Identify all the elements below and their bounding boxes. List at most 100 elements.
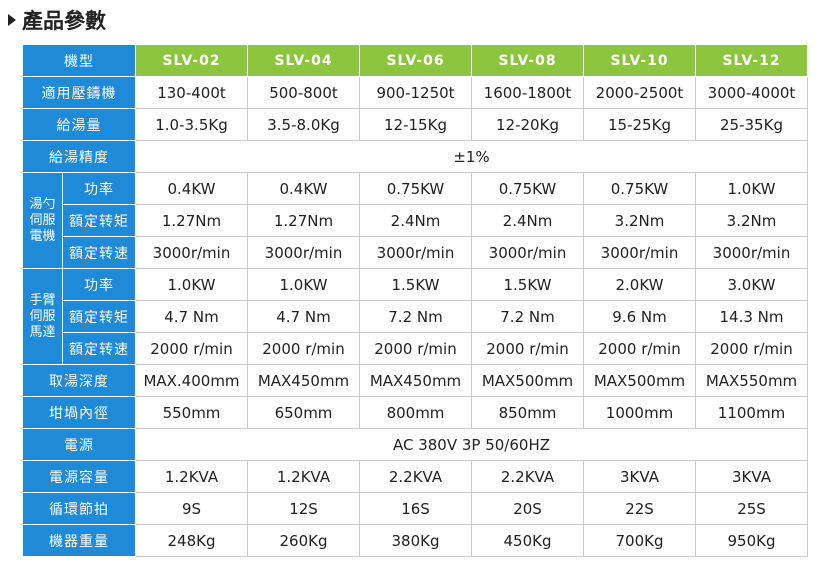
cell: 2000 r/min: [135, 332, 248, 365]
cell: 12-15Kg: [359, 108, 472, 141]
cell: 1.5KW: [359, 268, 472, 301]
cell: 12S: [247, 492, 360, 525]
row: 給湯量 1.0-3.5Kg 3.5-8.0Kg 12-15Kg 12-20Kg 15-25…: [22, 108, 808, 141]
cell: 25-35Kg: [695, 108, 808, 141]
row-label: 給湯量: [22, 108, 136, 141]
model-name: SLV-08: [471, 44, 584, 77]
cell: 3.2Nm: [695, 204, 808, 237]
model-name: SLV-06: [359, 44, 472, 77]
cell: 1.5KW: [471, 268, 584, 301]
cell: 1100mm: [695, 396, 808, 429]
row-label: 循環節拍: [22, 492, 136, 525]
title-marker: [8, 14, 16, 26]
cell: MAX.400mm: [135, 364, 248, 397]
row: 電源 AC 380V 3P 50/60HZ: [22, 428, 808, 461]
cell: 1600-1800t: [471, 76, 584, 109]
cell: 0.75KW: [471, 172, 584, 205]
cell: 15-25Kg: [583, 108, 696, 141]
row-label: 電源容量: [22, 460, 136, 493]
cell: 3KVA: [695, 460, 808, 493]
model-name: SLV-12: [695, 44, 808, 77]
cell: 7.2 Nm: [359, 300, 472, 333]
cell: 1000mm: [583, 396, 696, 429]
cell: 2.2KVA: [359, 460, 472, 493]
row: 電源容量 1.2KVA 1.2KVA 2.2KVA 2.2KVA 3KVA 3KVA: [22, 460, 808, 493]
row: 坩堝內徑 550mm 650mm 800mm 850mm 1000mm 1100mm: [22, 396, 808, 429]
cell: 9.6 Nm: [583, 300, 696, 333]
row-label: 額定转矩: [62, 204, 136, 237]
cell: 3000r/min: [247, 236, 360, 269]
cell: 1.0-3.5Kg: [135, 108, 248, 141]
cell: 1.0KW: [695, 172, 808, 205]
section-title: 產品參數: [8, 6, 106, 34]
row: 機器重量 248Kg 260Kg 380Kg 450Kg 700Kg 950Kg: [22, 524, 808, 557]
row: 湯勺伺服電機 功率 0.4KW 0.4KW 0.75KW 0.75KW 0.75KW 1.0K…: [22, 172, 808, 269]
cell: 22S: [583, 492, 696, 525]
cell: 2.4Nm: [359, 204, 472, 237]
cell: 0.4KW: [135, 172, 248, 205]
row-label: 功率: [62, 268, 136, 301]
cell: 1.0KW: [247, 268, 360, 301]
cell: 500-800t: [247, 76, 360, 109]
cell: 900-1250t: [359, 76, 472, 109]
row: 額定转矩 1.27Nm 1.27Nm 2.4Nm 2.4Nm 3.2Nm 3.2Nm: [23, 204, 808, 237]
cell: 3KVA: [583, 460, 696, 493]
row-label: 額定转速: [62, 332, 136, 365]
group-label: 手臂伺服馬達: [22, 268, 63, 365]
row: 給湯精度 ±1%: [22, 140, 808, 173]
cell: 3000r/min: [583, 236, 696, 269]
cell: 380Kg: [359, 524, 472, 557]
cell: MAX550mm: [695, 364, 808, 397]
cell: 0.4KW: [247, 172, 360, 205]
cell: 800mm: [359, 396, 472, 429]
cell: 4.7 Nm: [247, 300, 360, 333]
row-label: 適用壓鑄機: [22, 76, 136, 109]
cell: 2.2KVA: [471, 460, 584, 493]
cell: 2000 r/min: [359, 332, 472, 365]
row: 適用壓鑄機 130-400t 500-800t 900-1250t 1600-1800t…: [22, 76, 808, 109]
cell: 16S: [359, 492, 472, 525]
cell: 2.4Nm: [471, 204, 584, 237]
row: 額定转速 2000 r/min 2000 r/min 2000 r/min 2000 r…: [23, 332, 808, 365]
cell: 130-400t: [135, 76, 248, 109]
row-label: 坩堝內徑: [22, 396, 136, 429]
cell: 1.27Nm: [135, 204, 248, 237]
cell: 2000 r/min: [247, 332, 360, 365]
cell: 14.3 Nm: [695, 300, 808, 333]
row: 額定转矩 4.7 Nm 4.7 Nm 7.2 Nm 7.2 Nm 9.6 Nm 14.3 N…: [23, 300, 808, 333]
cell: 0.75KW: [583, 172, 696, 205]
cell: 25S: [695, 492, 808, 525]
model-name: SLV-10: [583, 44, 696, 77]
cell: 3000r/min: [695, 236, 808, 269]
row-label: 功率: [62, 172, 136, 205]
cell: 1.2KVA: [247, 460, 360, 493]
cell: 2000 r/min: [471, 332, 584, 365]
cell: 20S: [471, 492, 584, 525]
row-label: 給湯精度: [22, 140, 136, 173]
cell: 550mm: [135, 396, 248, 429]
cell: 1.0KW: [135, 268, 248, 301]
cell: ±1%: [135, 140, 808, 173]
cell: 650mm: [247, 396, 360, 429]
cell: 3000r/min: [471, 236, 584, 269]
cell: MAX450mm: [247, 364, 360, 397]
cell: 248Kg: [135, 524, 248, 557]
cell: 12-20Kg: [471, 108, 584, 141]
title-text: 產品參數: [22, 9, 106, 33]
row-label: 額定转矩: [62, 300, 136, 333]
cell: MAX500mm: [471, 364, 584, 397]
row-label: 額定转速: [62, 236, 136, 269]
cell: 2000 r/min: [695, 332, 808, 365]
cell: MAX500mm: [583, 364, 696, 397]
model-name: SLV-04: [247, 44, 360, 77]
header-row: 機型 SLV-02 SLV-04 SLV-06 SLV-08 SLV-10 SLV-12: [22, 44, 808, 77]
cell: 7.2 Nm: [471, 300, 584, 333]
header-label: 機型: [22, 44, 136, 77]
cell: 3000r/min: [359, 236, 472, 269]
cell: 1.2KVA: [135, 460, 248, 493]
cell: 1.27Nm: [247, 204, 360, 237]
cell: 4.7 Nm: [135, 300, 248, 333]
cell: 3.5-8.0Kg: [247, 108, 360, 141]
cell: 3000r/min: [135, 236, 248, 269]
group-label: 湯勺伺服電機: [22, 172, 63, 269]
